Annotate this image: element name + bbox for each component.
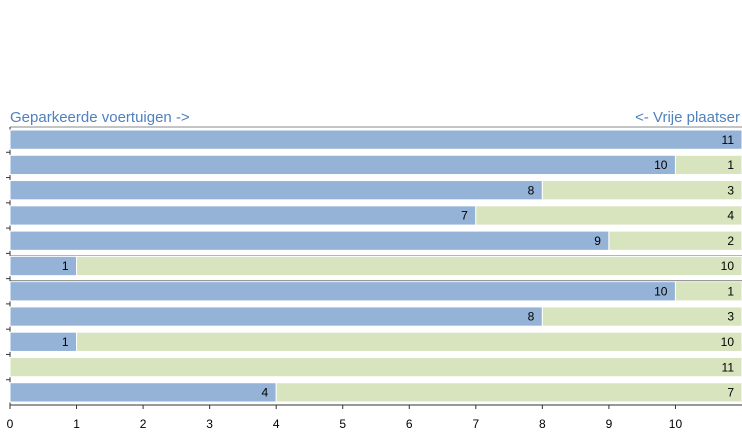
bar-segment — [76, 331, 742, 352]
data-label: 11 — [722, 133, 735, 147]
data-label: 10 — [721, 335, 735, 349]
data-label: 10 — [654, 284, 668, 298]
x-tick-label: 3 — [206, 417, 213, 431]
bar-segment — [9, 230, 610, 251]
x-tick-label: 1 — [73, 417, 80, 431]
bar-segment — [9, 356, 742, 378]
data-label: 8 — [528, 183, 535, 197]
bar-segment — [9, 180, 543, 201]
data-label: 10 — [721, 259, 735, 273]
bar-segment — [9, 154, 676, 176]
bar-segment — [608, 230, 742, 251]
bar-segment — [541, 180, 742, 201]
bar-segment — [475, 205, 742, 226]
bar-segment — [76, 255, 742, 277]
x-tick-label: 8 — [539, 417, 546, 431]
data-label: 10 — [654, 158, 668, 172]
x-tick-label: 9 — [606, 417, 613, 431]
x-tick-label: 4 — [273, 417, 280, 431]
series-label: <- Vrije plaatser — [635, 109, 740, 126]
x-tick-label: 0 — [7, 417, 14, 431]
data-label: 7 — [461, 209, 468, 223]
bar-segment — [275, 382, 742, 403]
bar-segment — [9, 129, 742, 150]
x-tick-label: 5 — [339, 417, 346, 431]
series-label: Geparkeerde voertuigen -> — [10, 109, 190, 126]
bar-segment — [9, 382, 277, 403]
data-label: 1 — [727, 284, 734, 298]
data-label: 4 — [261, 386, 268, 400]
data-label: 1 — [62, 259, 69, 273]
x-tick-label: 6 — [406, 417, 413, 431]
bar-segment — [9, 281, 676, 302]
data-label: 4 — [727, 209, 734, 223]
x-tick-label: 2 — [140, 417, 147, 431]
bar-segment — [9, 205, 477, 226]
bar-segment — [541, 306, 742, 327]
x-tick-label: 7 — [472, 417, 479, 431]
data-label: 2 — [727, 234, 734, 248]
data-label: 11 — [722, 360, 735, 374]
data-label: 1 — [62, 335, 69, 349]
data-label: 8 — [528, 310, 535, 324]
bar-segment — [9, 306, 543, 327]
data-label: 3 — [727, 310, 734, 324]
data-label: 9 — [594, 234, 601, 248]
x-tick-label: 10 — [669, 417, 683, 431]
data-label: 7 — [727, 386, 734, 400]
data-label: 1 — [727, 158, 734, 172]
data-label: 3 — [727, 183, 734, 197]
